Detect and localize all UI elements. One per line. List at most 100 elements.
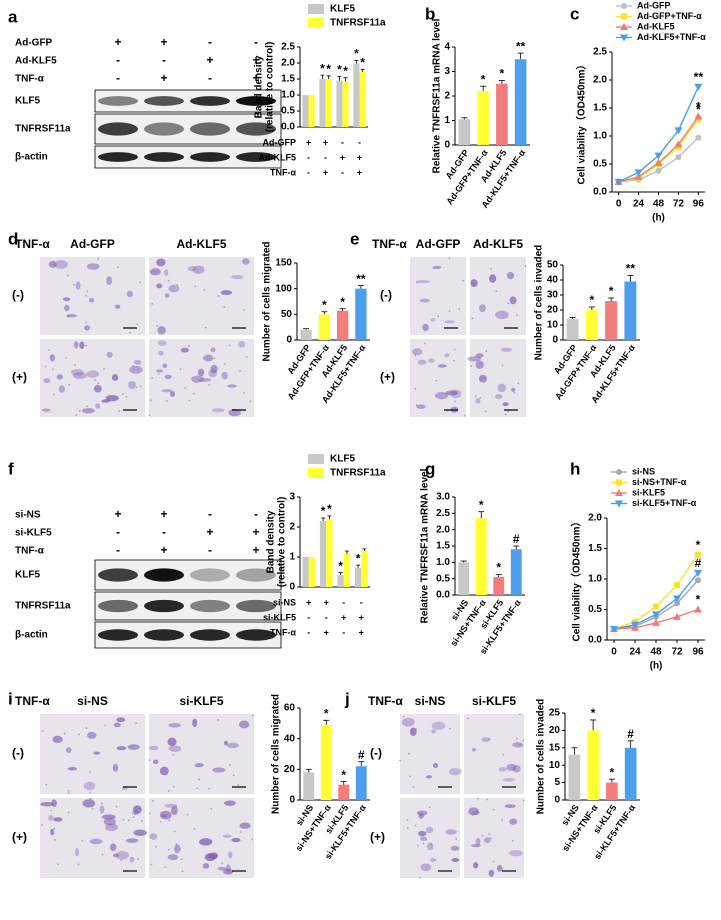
y-tick-label: 1.0 (436, 557, 450, 568)
bar (336, 310, 349, 340)
pore (175, 805, 178, 808)
y-tick-label: 2 (444, 91, 450, 102)
cell (194, 763, 204, 768)
cell (225, 864, 231, 873)
y-tick-label: 1.5 (588, 543, 602, 554)
bar (493, 577, 505, 595)
pore (502, 753, 505, 756)
band-name: TNFRSF11a (15, 601, 71, 612)
pore (48, 349, 51, 351)
condition-sign: - (254, 35, 258, 49)
marker (634, 169, 643, 177)
bar (318, 314, 331, 340)
cell (74, 847, 80, 857)
y-tick-label: 40 (284, 733, 296, 744)
pore (228, 344, 231, 347)
cell (506, 272, 515, 280)
cell (478, 304, 486, 313)
y-tick-label: 0.5 (281, 106, 295, 117)
cell (412, 348, 423, 356)
pore (458, 308, 461, 310)
cell (153, 759, 159, 765)
bar (514, 59, 527, 145)
cell (224, 800, 236, 806)
annotation: ** (694, 70, 704, 84)
condition-name: si-KLF5 (263, 612, 296, 622)
pore (511, 839, 514, 842)
pore (117, 266, 119, 269)
row-label: (-) (12, 288, 24, 302)
pore (91, 807, 94, 810)
marker (610, 626, 618, 634)
cell (211, 408, 225, 413)
y-tick-label: 40 (547, 275, 559, 286)
cell (401, 717, 415, 727)
x-axis-label: (h) (650, 661, 663, 672)
pore (151, 302, 153, 305)
pore (245, 355, 248, 358)
cell (89, 838, 103, 845)
blot-band (236, 122, 276, 136)
treatment-label: TNF-α (15, 694, 50, 708)
annotation: * (479, 498, 484, 512)
condition-sign: - (254, 507, 258, 521)
pore (132, 364, 135, 367)
cell (75, 281, 81, 290)
marker (615, 489, 623, 496)
pore (522, 739, 525, 742)
pore (54, 838, 57, 841)
pore (476, 797, 479, 800)
pore (474, 395, 477, 397)
treatment-label: TNF-α (368, 694, 403, 708)
micrograph (470, 257, 526, 335)
band-name: KLF5 (15, 570, 40, 581)
cell (156, 283, 163, 289)
pore (63, 732, 66, 735)
pore (150, 863, 153, 866)
panel-letter: j (344, 689, 350, 708)
legend-label: KLF5 (330, 4, 355, 15)
marker (694, 569, 702, 577)
y-tick-label: 0.0 (281, 122, 295, 133)
cell (105, 394, 119, 402)
cell (241, 258, 250, 265)
cell (161, 389, 173, 393)
pore (470, 364, 473, 367)
annotation: # (513, 532, 520, 546)
annotation: * (322, 298, 327, 312)
cell (199, 838, 213, 846)
y-tick-label: 2.0 (588, 513, 602, 524)
pore (156, 261, 159, 264)
pore (78, 733, 80, 736)
annotation: * (321, 504, 326, 518)
y-tick-label: 3 (289, 492, 295, 503)
cell (220, 290, 233, 296)
cell (156, 369, 163, 373)
cell (504, 804, 516, 808)
bar (302, 95, 309, 127)
pore (455, 838, 458, 840)
condition-sign: - (116, 543, 120, 557)
y-tick-label: 15 (549, 742, 561, 753)
pore (50, 809, 53, 812)
annotation: * (327, 502, 332, 516)
pore (237, 784, 240, 787)
marker (616, 469, 622, 475)
cell (49, 354, 56, 362)
cell (82, 407, 95, 414)
pore (425, 838, 428, 841)
bar (337, 575, 344, 587)
cell (425, 826, 434, 834)
pore (120, 859, 123, 862)
pore (184, 387, 187, 390)
y-tick-label: 1 (289, 552, 295, 563)
condition-sign: - (324, 152, 327, 162)
cell (129, 856, 135, 863)
cell (416, 404, 426, 409)
condition-sign: + (206, 53, 213, 67)
cell (86, 370, 100, 378)
pore (501, 819, 504, 821)
condition-name: TNF-α (15, 74, 45, 85)
y-axis-label: Number of cells invaded (534, 245, 545, 361)
marker (674, 127, 683, 135)
